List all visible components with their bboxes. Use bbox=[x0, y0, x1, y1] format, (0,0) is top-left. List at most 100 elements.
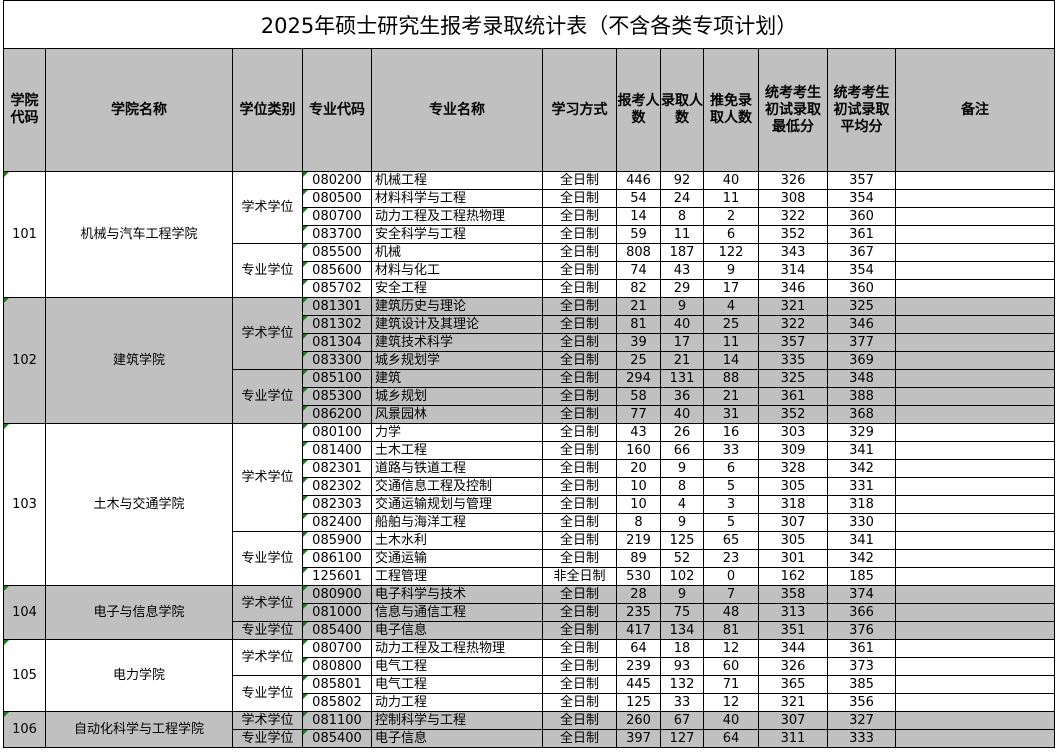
study-mode-cell[interactable]: 全日制 bbox=[542, 351, 617, 370]
college-name-cell[interactable]: 机械与汽车工程学院 bbox=[45, 171, 233, 298]
study-mode-cell[interactable]: 全日制 bbox=[542, 585, 617, 604]
college-name-cell[interactable]: 土木与交通学院 bbox=[45, 423, 233, 586]
header-min-score[interactable]: 统考考生初试录取最低分 bbox=[758, 48, 828, 172]
major-code-cell[interactable]: 082301 bbox=[302, 459, 372, 478]
major-name-cell[interactable]: 风景园林 bbox=[371, 405, 543, 424]
major-name-cell[interactable]: 城乡规划 bbox=[371, 387, 543, 406]
admitted-cell[interactable]: 134 bbox=[660, 621, 704, 640]
avg-score-cell[interactable]: 318 bbox=[827, 495, 896, 514]
major-code-cell[interactable]: 080700 bbox=[302, 207, 372, 226]
min-score-cell[interactable]: 351 bbox=[758, 621, 828, 640]
admitted-cell[interactable]: 11 bbox=[660, 225, 704, 244]
major-name-cell[interactable]: 材料与化工 bbox=[371, 261, 543, 280]
exempt-admitted-cell[interactable]: 4 bbox=[703, 297, 759, 316]
remarks-cell[interactable] bbox=[895, 585, 1055, 604]
avg-score-cell[interactable]: 388 bbox=[827, 387, 896, 406]
remarks-cell[interactable] bbox=[895, 261, 1055, 280]
study-mode-cell[interactable]: 非全日制 bbox=[542, 567, 617, 586]
major-code-cell[interactable]: 082302 bbox=[302, 477, 372, 496]
avg-score-cell[interactable]: 330 bbox=[827, 513, 896, 532]
applicants-cell[interactable]: 160 bbox=[616, 441, 661, 460]
avg-score-cell[interactable]: 377 bbox=[827, 333, 896, 352]
major-code-cell[interactable]: 085802 bbox=[302, 693, 372, 712]
remarks-cell[interactable] bbox=[895, 297, 1055, 316]
min-score-cell[interactable]: 326 bbox=[758, 657, 828, 676]
applicants-cell[interactable]: 74 bbox=[616, 261, 661, 280]
degree-type-cell[interactable]: 专业学位 bbox=[232, 369, 303, 424]
study-mode-cell[interactable]: 全日制 bbox=[542, 225, 617, 244]
remarks-cell[interactable] bbox=[895, 567, 1055, 586]
admitted-cell[interactable]: 40 bbox=[660, 315, 704, 334]
major-name-cell[interactable]: 信息与通信工程 bbox=[371, 603, 543, 622]
applicants-cell[interactable]: 39 bbox=[616, 333, 661, 352]
major-code-cell[interactable]: 085500 bbox=[302, 243, 372, 262]
admitted-cell[interactable]: 43 bbox=[660, 261, 704, 280]
study-mode-cell[interactable]: 全日制 bbox=[542, 369, 617, 388]
college-name-cell[interactable]: 自动化科学与工程学院 bbox=[45, 711, 233, 748]
exempt-admitted-cell[interactable]: 81 bbox=[703, 621, 759, 640]
major-name-cell[interactable]: 安全工程 bbox=[371, 279, 543, 298]
min-score-cell[interactable]: 365 bbox=[758, 675, 828, 694]
exempt-admitted-cell[interactable]: 88 bbox=[703, 369, 759, 388]
study-mode-cell[interactable]: 全日制 bbox=[542, 441, 617, 460]
avg-score-cell[interactable]: 368 bbox=[827, 405, 896, 424]
admitted-cell[interactable]: 18 bbox=[660, 639, 704, 658]
major-name-cell[interactable]: 机械 bbox=[371, 243, 543, 262]
applicants-cell[interactable]: 219 bbox=[616, 531, 661, 550]
exempt-admitted-cell[interactable]: 0 bbox=[703, 567, 759, 586]
study-mode-cell[interactable]: 全日制 bbox=[542, 603, 617, 622]
major-code-cell[interactable]: 080200 bbox=[302, 171, 372, 190]
min-score-cell[interactable]: 352 bbox=[758, 225, 828, 244]
exempt-admitted-cell[interactable]: 9 bbox=[703, 261, 759, 280]
admitted-cell[interactable]: 9 bbox=[660, 297, 704, 316]
degree-type-cell[interactable]: 专业学位 bbox=[232, 729, 303, 748]
remarks-cell[interactable] bbox=[895, 729, 1055, 748]
admitted-cell[interactable]: 92 bbox=[660, 171, 704, 190]
min-score-cell[interactable]: 343 bbox=[758, 243, 828, 262]
remarks-cell[interactable] bbox=[895, 351, 1055, 370]
admitted-cell[interactable]: 132 bbox=[660, 675, 704, 694]
major-code-cell[interactable]: 080500 bbox=[302, 189, 372, 208]
min-score-cell[interactable]: 322 bbox=[758, 207, 828, 226]
study-mode-cell[interactable]: 全日制 bbox=[542, 297, 617, 316]
exempt-admitted-cell[interactable]: 6 bbox=[703, 459, 759, 478]
degree-type-cell[interactable]: 专业学位 bbox=[232, 675, 303, 712]
major-name-cell[interactable]: 建筑技术科学 bbox=[371, 333, 543, 352]
applicants-cell[interactable]: 20 bbox=[616, 459, 661, 478]
exempt-admitted-cell[interactable]: 71 bbox=[703, 675, 759, 694]
avg-score-cell[interactable]: 185 bbox=[827, 567, 896, 586]
min-score-cell[interactable]: 313 bbox=[758, 603, 828, 622]
remarks-cell[interactable] bbox=[895, 369, 1055, 388]
applicants-cell[interactable]: 445 bbox=[616, 675, 661, 694]
remarks-cell[interactable] bbox=[895, 441, 1055, 460]
avg-score-cell[interactable]: 356 bbox=[827, 693, 896, 712]
major-name-cell[interactable]: 土木工程 bbox=[371, 441, 543, 460]
avg-score-cell[interactable]: 366 bbox=[827, 603, 896, 622]
study-mode-cell[interactable]: 全日制 bbox=[542, 531, 617, 550]
min-score-cell[interactable]: 357 bbox=[758, 333, 828, 352]
remarks-cell[interactable] bbox=[895, 621, 1055, 640]
major-code-cell[interactable]: 080800 bbox=[302, 657, 372, 676]
header-college-name[interactable]: 学院名称 bbox=[45, 48, 233, 172]
study-mode-cell[interactable]: 全日制 bbox=[542, 513, 617, 532]
admitted-cell[interactable]: 9 bbox=[660, 585, 704, 604]
major-name-cell[interactable]: 建筑设计及其理论 bbox=[371, 315, 543, 334]
min-score-cell[interactable]: 301 bbox=[758, 549, 828, 568]
remarks-cell[interactable] bbox=[895, 279, 1055, 298]
exempt-admitted-cell[interactable]: 16 bbox=[703, 423, 759, 442]
admitted-cell[interactable]: 33 bbox=[660, 693, 704, 712]
min-score-cell[interactable]: 162 bbox=[758, 567, 828, 586]
remarks-cell[interactable] bbox=[895, 477, 1055, 496]
applicants-cell[interactable]: 10 bbox=[616, 495, 661, 514]
degree-type-cell[interactable]: 学术学位 bbox=[232, 639, 303, 676]
admitted-cell[interactable]: 66 bbox=[660, 441, 704, 460]
avg-score-cell[interactable]: 329 bbox=[827, 423, 896, 442]
applicants-cell[interactable]: 43 bbox=[616, 423, 661, 442]
header-exempt-admitted[interactable]: 推免录取人数 bbox=[703, 48, 759, 172]
major-code-cell[interactable]: 081100 bbox=[302, 711, 372, 730]
major-code-cell[interactable]: 081000 bbox=[302, 603, 372, 622]
exempt-admitted-cell[interactable]: 33 bbox=[703, 441, 759, 460]
min-score-cell[interactable]: 318 bbox=[758, 495, 828, 514]
avg-score-cell[interactable]: 354 bbox=[827, 189, 896, 208]
header-admitted[interactable]: 录取人数 bbox=[660, 48, 704, 172]
